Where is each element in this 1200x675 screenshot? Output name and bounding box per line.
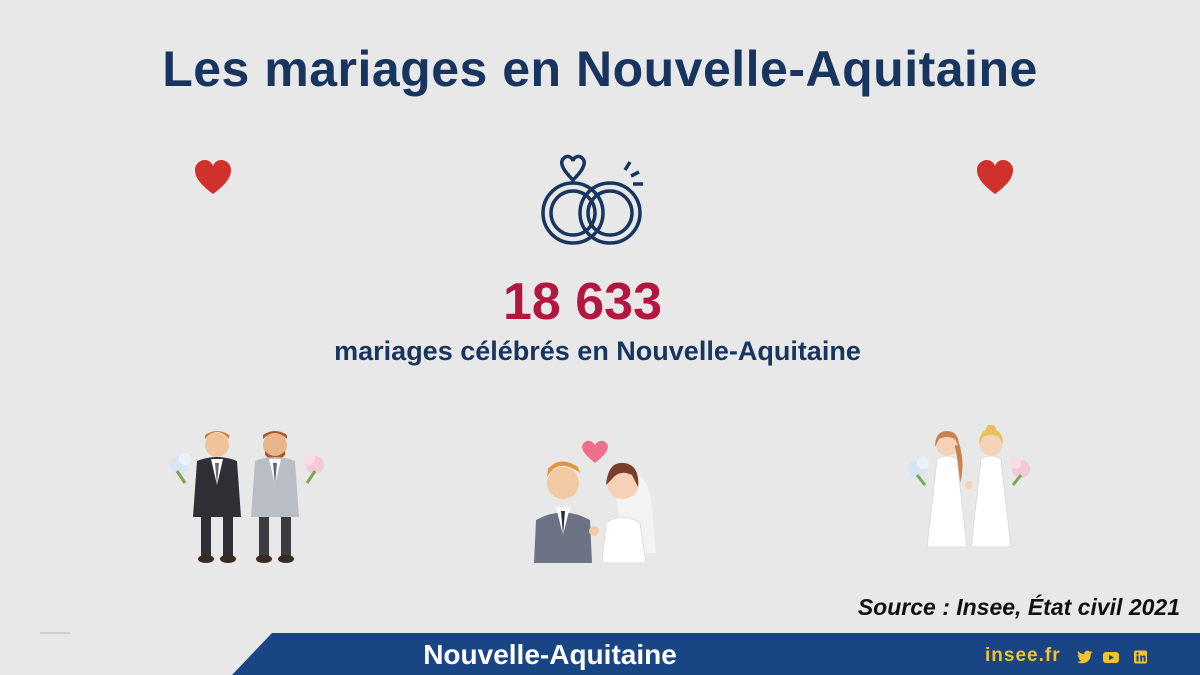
- marriage-count-caption: mariages célébrés en Nouvelle-Aquitaine: [334, 336, 861, 366]
- youtube-icon[interactable]: [1102, 649, 1120, 665]
- footer-region-label: Nouvelle-Aquitaine: [423, 639, 677, 670]
- two-brides-illustration: [908, 425, 1030, 548]
- twitter-icon[interactable]: [1076, 649, 1094, 665]
- page-title: Les mariages en Nouvelle-Aquitaine: [162, 41, 1038, 97]
- footer-site-link[interactable]: insee.fr: [985, 645, 1061, 666]
- divider: [40, 632, 70, 634]
- linkedin-icon[interactable]: [1132, 649, 1150, 665]
- source-note: Source : Insee, État civil 2021: [857, 594, 1180, 620]
- heart-icon: [195, 160, 231, 194]
- heart-icon: [977, 160, 1013, 194]
- marriage-count: 18 633: [502, 273, 663, 331]
- wedding-rings-icon: [541, 154, 643, 245]
- two-grooms-illustration: [170, 431, 324, 563]
- bride-and-groom-illustration: [534, 440, 656, 564]
- footer-band: [232, 633, 1200, 675]
